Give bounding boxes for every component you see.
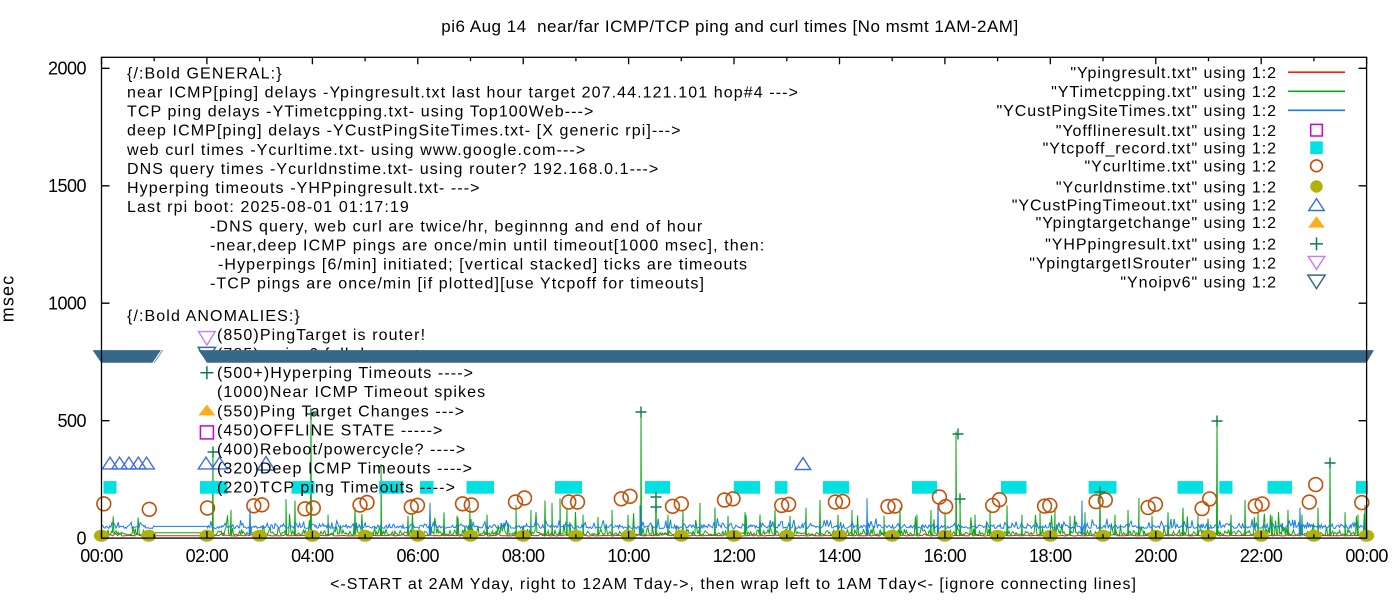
svg-text:1500: 1500 xyxy=(48,176,87,196)
svg-text:"Yofflineresult.txt" using 1:2: "Yofflineresult.txt" using 1:2 xyxy=(1056,123,1277,140)
svg-text:msec: msec xyxy=(0,275,18,322)
svg-text:00:00: 00:00 xyxy=(80,546,123,566)
svg-text:TCP ping delays -YTimetcpping.: TCP ping delays -YTimetcpping.txt- using… xyxy=(127,104,594,121)
svg-text:<-START at 2AM Yday, right to: <-START at 2AM Yday, right to 12AM Tday-… xyxy=(330,576,1137,593)
svg-text:"YCustPingTimeout.txt" using 1: "YCustPingTimeout.txt" using 1:2 xyxy=(1012,197,1277,214)
svg-text:-near,deep ICMP pings are once: -near,deep ICMP pings are once/min until… xyxy=(210,237,765,254)
svg-text:1000: 1000 xyxy=(48,294,87,314)
svg-text:{/:Bold GENERAL:}: {/:Bold GENERAL:} xyxy=(127,66,283,83)
svg-text:"Ycurldnstime.txt" using 1:2: "Ycurldnstime.txt" using 1:2 xyxy=(1056,179,1277,196)
svg-text:deep ICMP[ping] delays -YCustP: deep ICMP[ping] delays -YCustPingSiteTim… xyxy=(127,123,682,140)
svg-text:(850)PingTarget is router!: (850)PingTarget is router! xyxy=(217,327,426,344)
svg-text:0: 0 xyxy=(76,529,86,549)
svg-text:"YTimetcpping.txt" using 1:2: "YTimetcpping.txt" using 1:2 xyxy=(1051,84,1277,101)
svg-text:22:00: 22:00 xyxy=(1240,546,1283,566)
svg-text:08:00: 08:00 xyxy=(502,546,545,566)
svg-text:"YCustPingSiteTimes.txt" using: "YCustPingSiteTimes.txt" using 1:2 xyxy=(996,103,1277,120)
svg-text:Hyperping timeouts -YHPpingres: Hyperping timeouts -YHPpingresult.txt- -… xyxy=(127,180,481,197)
svg-text:06:00: 06:00 xyxy=(397,546,440,566)
svg-text:-DNS query, web curl are twice: -DNS query, web curl are twice/hr, begin… xyxy=(210,218,703,235)
svg-text:pi6 Aug 14 near/far ICMP/TCP: pi6 Aug 14 near/far ICMP/TCP ping and cu… xyxy=(441,17,1018,36)
svg-text:02:00: 02:00 xyxy=(186,546,229,566)
svg-text:12:00: 12:00 xyxy=(713,546,756,566)
svg-text:"Ytcpoff_record.txt" using 1:2: "Ytcpoff_record.txt" using 1:2 xyxy=(1043,141,1277,158)
svg-text:10:00: 10:00 xyxy=(607,546,650,566)
svg-text:near ICMP[ping] delays -Ypingr: near ICMP[ping] delays -Ypingresult.txt … xyxy=(127,85,799,102)
svg-text:(450)OFFLINE STATE ----->: (450)OFFLINE STATE -----> xyxy=(217,422,443,439)
svg-text:{/:Bold ANOMALIES:}: {/:Bold ANOMALIES:} xyxy=(127,308,301,325)
svg-text:-TCP pings are once/min [if pl: -TCP pings are once/min [if plotted][use… xyxy=(210,276,705,293)
svg-text:DNS query times -Ycurldnstime.: DNS query times -Ycurldnstime.txt- using… xyxy=(127,161,659,178)
svg-text:500: 500 xyxy=(57,411,86,431)
svg-text:18:00: 18:00 xyxy=(1029,546,1072,566)
svg-text:04:00: 04:00 xyxy=(291,546,334,566)
svg-text:"YHPpingresult.txt" using 1:2: "YHPpingresult.txt" using 1:2 xyxy=(1045,237,1277,254)
svg-text:Last rpi boot: 2025-08-01 01:1: Last rpi boot: 2025-08-01 01:17:19 xyxy=(127,199,410,216)
svg-text:"Ycurltime.txt" using 1:2: "Ycurltime.txt" using 1:2 xyxy=(1084,159,1277,176)
svg-text:16:00: 16:00 xyxy=(924,546,967,566)
svg-text:-Hyperpings [6/min] initiated;: -Hyperpings [6/min] initiated; [vertical… xyxy=(218,256,748,273)
svg-text:"YpingtargetISrouter" using 1:: "YpingtargetISrouter" using 1:2 xyxy=(1029,256,1277,273)
svg-text:"Ypingtargetchange" using 1:2: "Ypingtargetchange" using 1:2 xyxy=(1036,215,1277,232)
svg-text:(500+)Hyperping Timeouts ---->: (500+)Hyperping Timeouts ----> xyxy=(217,365,474,382)
svg-text:(1000)Near ICMP Timeout spikes: (1000)Near ICMP Timeout spikes xyxy=(217,384,486,401)
svg-text:20:00: 20:00 xyxy=(1134,546,1177,566)
svg-text:"Ypingresult.txt" using 1:2: "Ypingresult.txt" using 1:2 xyxy=(1070,65,1277,82)
svg-text:14:00: 14:00 xyxy=(818,546,861,566)
svg-text:(400)Reboot/powercycle? ---->: (400)Reboot/powercycle? ----> xyxy=(217,441,466,458)
svg-text:(220)TCP ping Timeouts ---->: (220)TCP ping Timeouts ----> xyxy=(217,480,456,497)
svg-text:"Ynoipv6" using 1:2: "Ynoipv6" using 1:2 xyxy=(1120,275,1277,292)
svg-text:web curl times -Ycurltime.txt-: web curl times -Ycurltime.txt- using www… xyxy=(126,142,586,159)
svg-text:(320)Deep ICMP Timeouts ---->: (320)Deep ICMP Timeouts ----> xyxy=(217,460,473,477)
svg-text:2000: 2000 xyxy=(48,59,87,79)
svg-text:(550)Ping Target Changes --->: (550)Ping Target Changes ---> xyxy=(217,403,465,420)
svg-text:00:00: 00:00 xyxy=(1345,546,1388,566)
